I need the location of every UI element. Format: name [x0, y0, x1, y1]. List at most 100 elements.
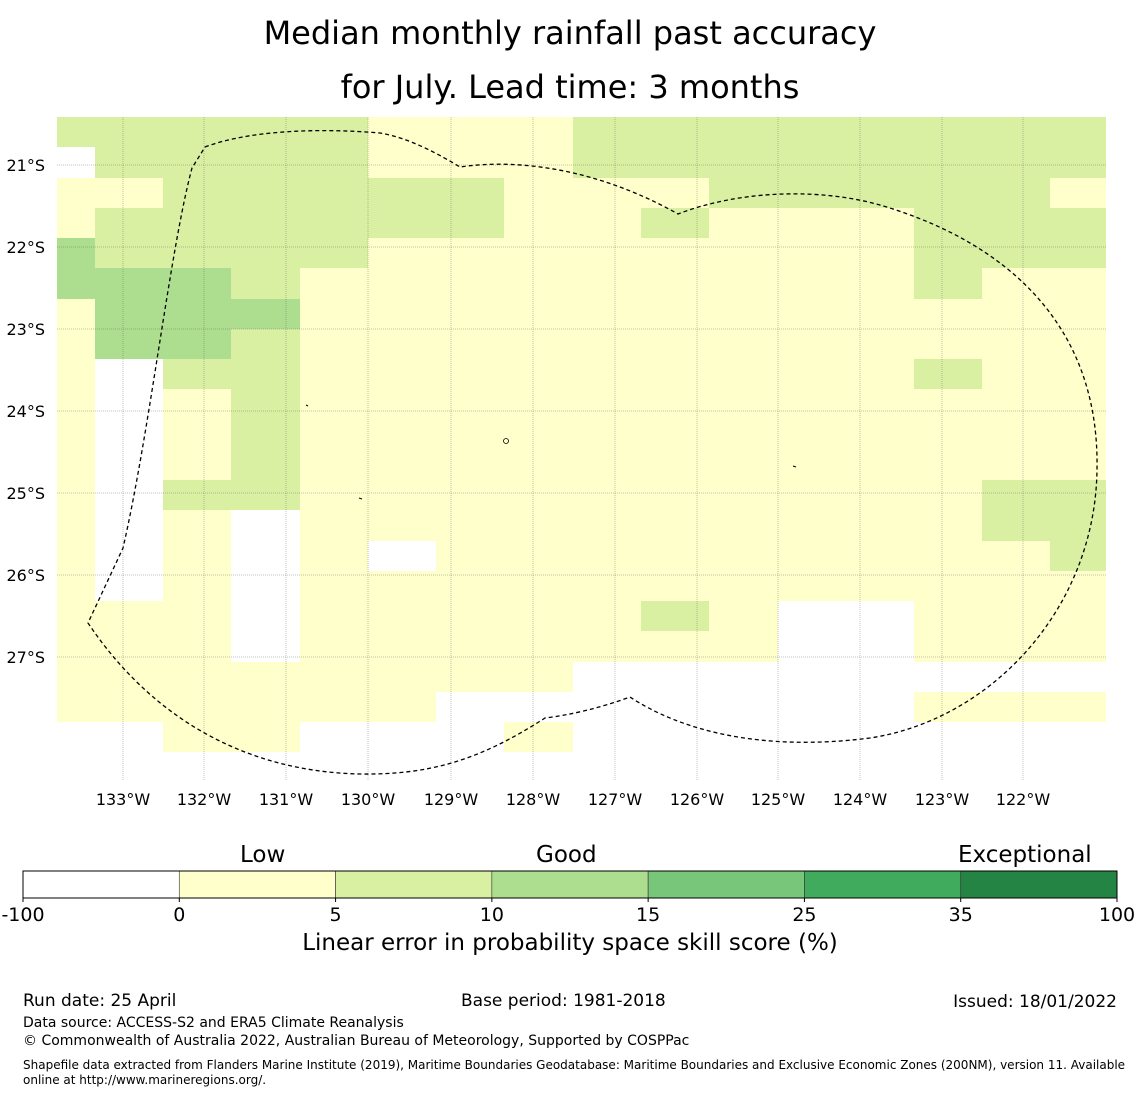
skill-cell	[300, 359, 368, 389]
island-outlines	[305, 404, 797, 500]
skill-cell	[914, 450, 982, 480]
skill-cell	[95, 299, 163, 329]
skill-cell	[709, 359, 778, 389]
latitude-label: 26°S	[6, 566, 45, 585]
skill-cell	[368, 299, 436, 329]
skill-cell	[57, 268, 95, 299]
longitude-label: 128°W	[506, 790, 561, 809]
skill-cell	[573, 147, 641, 178]
colorbar-tick-label: 10	[480, 904, 504, 926]
skill-cell	[300, 208, 368, 238]
skill-cell	[846, 238, 914, 268]
skill-cell	[163, 268, 231, 299]
skill-cell	[914, 299, 982, 329]
skill-cell	[641, 329, 709, 359]
skill-cell	[504, 571, 573, 601]
skill-cell	[57, 389, 95, 420]
skill-cell	[368, 510, 436, 541]
skill-cell	[982, 208, 1050, 238]
skill-cell	[231, 450, 300, 480]
skill-cell	[368, 268, 436, 299]
skill-cell	[1050, 631, 1106, 662]
skill-cell	[709, 147, 778, 178]
skill-cell	[436, 631, 504, 662]
skill-cell	[1050, 510, 1106, 541]
skill-cell	[504, 480, 573, 510]
skill-cell	[300, 420, 368, 450]
skill-cell	[57, 571, 95, 601]
skill-cell	[641, 571, 709, 601]
data-source: Data source: ACCESS-S2 and ERA5 Climate …	[23, 1015, 404, 1031]
skill-cell	[846, 420, 914, 450]
skill-cell	[778, 359, 846, 389]
skill-cell	[778, 541, 846, 571]
skill-cell	[573, 510, 641, 541]
skill-cell	[982, 329, 1050, 359]
colorbar-tick-label: 100	[1099, 904, 1135, 926]
skill-cell	[573, 359, 641, 389]
skill-cell	[436, 420, 504, 450]
skill-cell	[300, 389, 368, 420]
skill-cell	[368, 420, 436, 450]
skill-cell	[504, 510, 573, 541]
skill-cell	[982, 480, 1050, 510]
skill-cell	[57, 208, 95, 238]
skill-cell	[436, 208, 504, 238]
skill-cell	[641, 541, 709, 571]
skill-cell	[573, 299, 641, 329]
skill-cell	[504, 450, 573, 480]
skill-cell	[846, 541, 914, 571]
skill-cell	[504, 631, 573, 662]
skill-cell	[231, 692, 300, 722]
longitude-label: 127°W	[588, 790, 643, 809]
island-outline	[503, 438, 509, 444]
skill-cell	[436, 117, 504, 147]
skill-cell	[300, 510, 368, 541]
skill-cell	[231, 359, 300, 389]
skill-cell	[709, 450, 778, 480]
skill-cell	[709, 208, 778, 238]
skill-cell	[709, 178, 778, 208]
skill-cell	[57, 420, 95, 450]
skill-cell	[846, 208, 914, 238]
skill-cell	[57, 299, 95, 329]
skill-cell	[436, 147, 504, 178]
skill-cell	[573, 450, 641, 480]
skill-cell	[914, 420, 982, 450]
longitude-label: 131°W	[259, 790, 314, 809]
latitude-label: 24°S	[6, 402, 45, 421]
colorbar-segment	[960, 870, 1118, 899]
skill-cell	[1050, 238, 1106, 268]
skill-cell	[846, 117, 914, 147]
skill-cell	[709, 420, 778, 450]
skill-cell	[300, 692, 368, 722]
skill-cell	[368, 601, 436, 631]
skill-cell	[778, 238, 846, 268]
skill-cell	[300, 178, 368, 208]
skill-cell	[1050, 692, 1106, 722]
skill-cell	[573, 329, 641, 359]
skill-cell	[709, 389, 778, 420]
skill-cell	[163, 662, 231, 692]
skill-cell	[300, 480, 368, 510]
skill-cell	[95, 268, 163, 299]
skill-cell	[163, 450, 231, 480]
skill-cell	[641, 178, 709, 208]
skill-cell	[300, 147, 368, 178]
skill-cell	[778, 480, 846, 510]
skill-cell	[982, 299, 1050, 329]
skill-cell	[641, 480, 709, 510]
skill-cell	[573, 208, 641, 238]
colorbar-heading-low: Low	[240, 842, 286, 868]
skill-cell	[368, 329, 436, 359]
skill-cell	[163, 208, 231, 238]
skill-cell	[95, 208, 163, 238]
skill-cell	[436, 510, 504, 541]
skill-cell	[982, 389, 1050, 420]
skill-cell	[573, 389, 641, 420]
longitude-labels: 133°W 132°W 131°W 130°W 129°W 128°W 127°W 126°W…	[96, 790, 1051, 809]
longitude-label: 126°W	[670, 790, 725, 809]
issued-date: Issued: 18/01/2022	[953, 992, 1117, 1012]
skill-cell	[231, 238, 300, 268]
skill-cell	[504, 389, 573, 420]
